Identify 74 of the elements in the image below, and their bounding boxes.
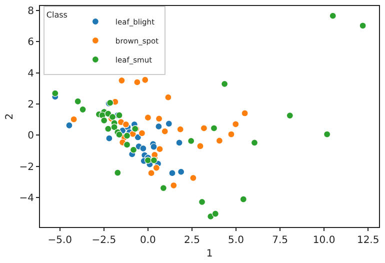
point	[122, 120, 130, 128]
point	[70, 116, 78, 123]
point	[165, 120, 172, 128]
point	[130, 146, 138, 154]
point	[148, 170, 155, 177]
point	[168, 170, 176, 177]
y-tick-label: 2	[28, 100, 34, 111]
point	[134, 78, 141, 86]
legend-title: Class	[46, 10, 68, 20]
point	[170, 182, 178, 189]
point	[176, 139, 183, 146]
point	[144, 156, 152, 164]
point	[221, 80, 228, 88]
point	[200, 124, 208, 132]
point	[140, 144, 147, 152]
point	[123, 141, 131, 148]
point	[123, 132, 131, 140]
point	[232, 120, 240, 128]
point	[100, 116, 108, 124]
point	[160, 184, 167, 192]
point	[198, 198, 206, 206]
point	[161, 128, 168, 135]
point	[190, 174, 197, 182]
point	[324, 130, 331, 138]
x-tick-label: 2.5	[184, 235, 200, 246]
point	[110, 124, 118, 131]
y-tick-label: 4	[28, 68, 34, 80]
x-tick-label: −2.5	[92, 235, 116, 246]
point	[240, 196, 247, 203]
point	[66, 122, 73, 129]
point	[216, 137, 223, 144]
point	[118, 76, 126, 84]
point	[116, 131, 123, 138]
point	[150, 156, 158, 164]
point	[178, 168, 185, 176]
point	[52, 90, 59, 97]
y-axis-title: 2	[4, 113, 16, 120]
point	[152, 164, 160, 172]
point	[210, 124, 218, 132]
point	[156, 146, 164, 153]
point	[144, 114, 152, 122]
y-tick-label: 0	[28, 130, 34, 142]
point	[228, 130, 235, 138]
point	[79, 106, 86, 114]
point	[286, 112, 294, 120]
point	[114, 169, 122, 176]
y-tick-label: 8	[28, 6, 34, 18]
x-tick-label: 7.5	[272, 235, 288, 246]
point	[196, 142, 204, 150]
point	[329, 12, 336, 20]
y-tick-label: −4	[19, 193, 34, 204]
x-tick-label: −5.0	[48, 235, 72, 246]
point	[359, 22, 366, 30]
point	[188, 137, 195, 145]
point	[74, 98, 82, 105]
point	[150, 143, 158, 150]
point	[155, 122, 162, 130]
point	[241, 110, 248, 117]
point	[164, 94, 172, 101]
x-axis-title: 1	[206, 248, 213, 260]
point	[250, 139, 258, 146]
point	[212, 210, 219, 218]
x-tick-label: 10.0	[312, 235, 336, 246]
point	[176, 126, 184, 133]
y-tick-label: 6	[28, 37, 34, 48]
point	[142, 76, 149, 84]
x-tick-label: 12.5	[356, 235, 380, 246]
point	[156, 115, 163, 122]
y-tick-label: −2	[19, 162, 34, 173]
x-tick-label: 0.0	[140, 235, 156, 246]
point	[138, 130, 146, 137]
point	[104, 125, 112, 132]
point	[106, 134, 113, 142]
x-tick-label: 5.0	[228, 235, 244, 246]
